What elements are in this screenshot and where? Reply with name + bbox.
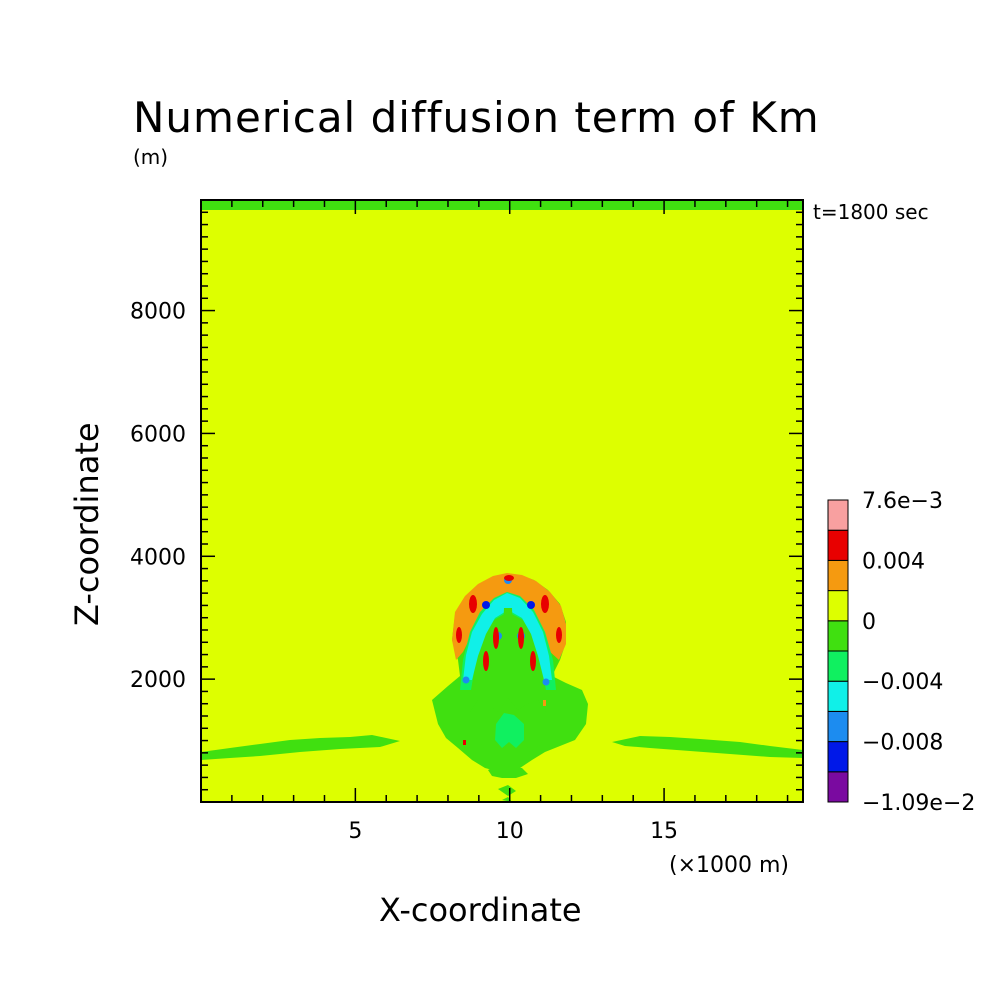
contour-tail: [504, 756, 516, 763]
colorbar-label: 7.6e−3: [862, 489, 943, 514]
colorbar-segment: [827, 650, 849, 682]
contour-tail: [498, 785, 516, 796]
colorbar-label: 0.004: [862, 549, 925, 574]
y-tick-label: 2000: [130, 668, 186, 693]
contour-red-pocket: [518, 627, 524, 649]
contour-blue-dot: [462, 676, 470, 684]
contour-orange-cap: [452, 573, 566, 660]
colorbar-label: −0.004: [862, 670, 943, 695]
y-tick-label: 4000: [130, 545, 186, 570]
colorbar-segment: [827, 529, 849, 561]
x-tick-label: 10: [496, 819, 524, 844]
contour-lower-core: [495, 713, 524, 748]
contour-red-pocket: [530, 651, 536, 671]
colorbar-segment: [827, 620, 849, 652]
x-unit-label: (×1000 m): [669, 853, 789, 878]
colorbar-segment: [827, 710, 849, 743]
contour-lower-inner: [470, 698, 548, 752]
contour-red-pocket: [456, 627, 462, 643]
colorbar-segment: [827, 771, 849, 803]
contour-right-band: [612, 736, 803, 758]
colorbar-label: −0.008: [862, 731, 943, 756]
x-axis: 5 10 15: [231, 200, 789, 844]
contour-red-speck: [543, 700, 546, 706]
y-axis: 2000 4000 6000 8000: [130, 211, 803, 791]
contour-red-pocket: [483, 651, 489, 671]
colorbar-segment: [827, 559, 849, 592]
time-label: t=1800 sec: [813, 200, 929, 224]
contour-tail: [488, 764, 528, 778]
x-tick-label: 5: [348, 819, 362, 844]
colorbar-label: −1.09e−2: [862, 791, 975, 816]
y-axis-title: Z-coordinate: [68, 422, 106, 626]
contour-blue-dot: [482, 601, 490, 609]
x-axis-title: X-coordinate: [379, 891, 582, 929]
y-tick-label: 8000: [130, 300, 186, 325]
colorbar: −1.09e−2 −0.008 −0.004 0 0.004 7.6e−3: [827, 489, 975, 816]
contour-blue-dot: [542, 678, 550, 686]
contour-blue-dot: [527, 601, 535, 609]
contour-central-spine: [503, 608, 513, 668]
contour-field: [201, 201, 803, 802]
colorbar-segment: [827, 590, 849, 622]
colorbar-label: 0: [862, 610, 876, 635]
units-label: (m): [133, 145, 168, 169]
contour-cyan-arch: [463, 593, 552, 680]
colorbar-segment: [827, 499, 849, 531]
y-tick-label: 6000: [130, 422, 186, 447]
colorbar-segment: [827, 741, 849, 773]
colorbar-segment: [827, 680, 849, 712]
contour-red-pocket: [541, 595, 549, 613]
chart-title: Numerical diffusion term of Km: [133, 93, 820, 142]
contour-red-pocket: [504, 575, 514, 581]
contour-red-pocket: [556, 627, 562, 643]
contour-red-speck: [463, 740, 466, 745]
x-tick-label: 15: [650, 819, 678, 844]
contour-red-pocket: [493, 627, 499, 649]
contour-left-band: [201, 735, 400, 760]
contour-red-pocket: [469, 595, 477, 613]
plot-frame: [200, 199, 804, 803]
contour-top-band: [201, 201, 803, 210]
